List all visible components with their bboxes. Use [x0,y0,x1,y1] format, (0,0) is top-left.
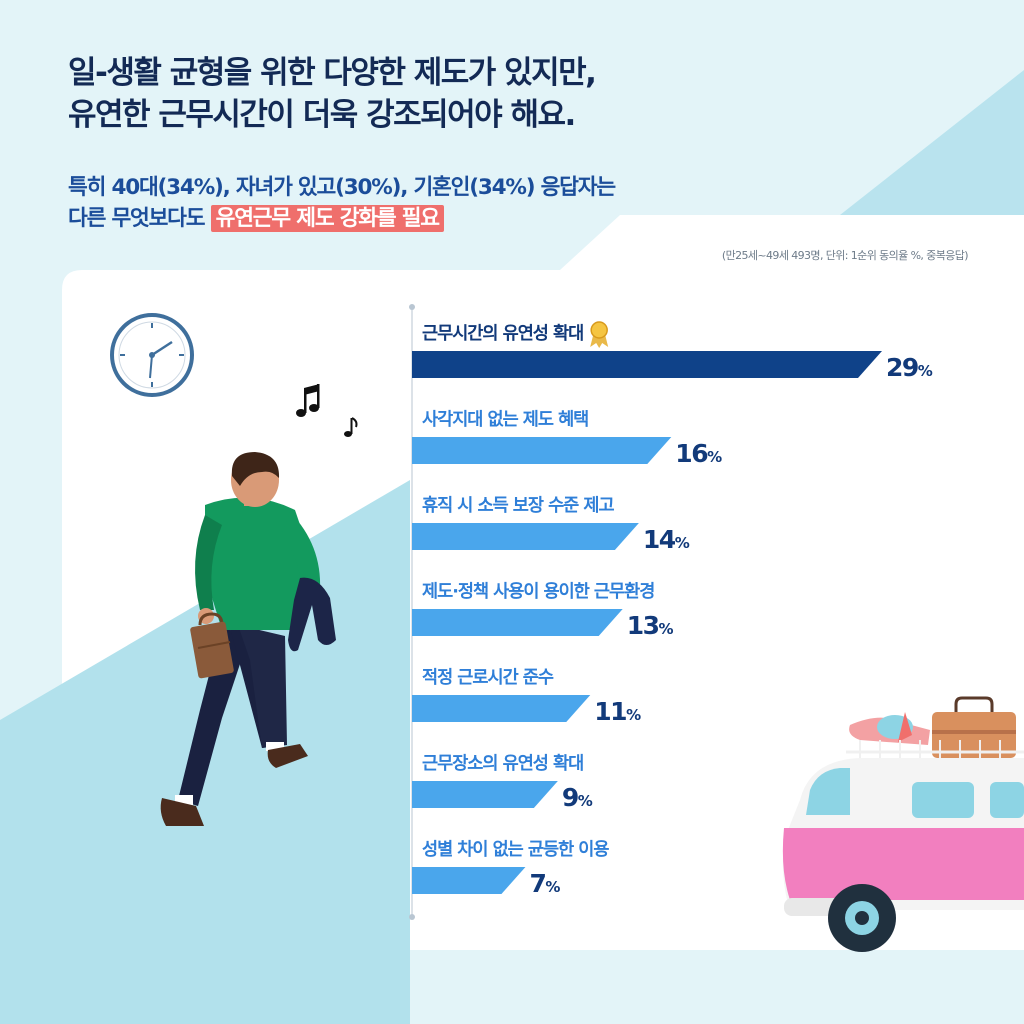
subheadline-line-1: 특히 40대(34%), 자녀가 있고(30%), 기혼인(34%) 응답자는 [68,175,616,200]
bar-value-label: 13% [627,611,674,640]
chart-axis-cap [409,914,415,920]
bar-label: 휴직 시 소득 보장 수준 제고 [422,495,614,516]
bar [412,867,526,894]
van-icon [782,696,1024,952]
bar-value-label: 7% [529,869,560,898]
gold-medal-icon [590,321,608,339]
bar [412,781,558,808]
bar-label: 적정 근로시간 준수 [422,668,554,688]
subheadline: 특히 40대(34%), 자녀가 있고(30%), 기혼인(34%) 응답자는 … [68,172,616,234]
bar-label: 근무장소의 유연성 확대 [422,753,583,774]
bar [412,695,591,722]
bar [412,437,672,464]
bar-label: 성별 차이 없는 균등한 이용 [422,840,609,860]
survey-note: (만25세~49세 493명, 단위: 1순위 동의율 %, 중복응답) [721,249,969,262]
page-title: 일-생활 균형을 위한 다양한 제도가 있지만, 유연한 근무시간이 더욱 강조… [68,52,597,136]
title-line-2: 유연한 근무시간이 더욱 강조되어야 해요. [68,97,576,133]
bar [412,523,639,550]
bar [412,351,882,378]
clock-icon [110,313,194,397]
chart-axis-cap [409,304,415,310]
subheadline-line-2: 다른 무엇보다도 유연근무 제도 강화를 필요 [68,203,615,234]
bar-value-label: 16% [675,439,722,468]
music-note-icon [296,384,358,437]
bar-label: 근무시간의 유연성 확대 [422,323,583,344]
diagonal-band [840,70,1024,215]
subheadline-highlight: 유연근무 제도 강화를 필요 [210,205,444,232]
bar-label: 사각지대 없는 제도 혜택 [422,410,588,430]
bar-label: 제도·정책 사용이 용이한 근무환경 [422,582,654,602]
title-line-1: 일-생활 균형을 위한 다양한 제도가 있지만, [68,55,597,91]
bar [412,609,623,636]
bar-value-label: 9% [562,783,593,812]
gold-medal-icon [590,335,609,348]
bar-value-label: 14% [643,525,690,554]
briefcase-icon [190,612,234,679]
suitcase-icon [932,712,1016,758]
bar-chart: 근무시간의 유연성 확대 29% 사각지대 없는 제도 혜택 16% 휴직 시 소득 보… [409,304,934,920]
bar-value-label: 11% [594,697,641,726]
bar-value-label: 29% [886,353,933,382]
subheadline-prefix: 다른 무엇보다도 [68,206,211,231]
